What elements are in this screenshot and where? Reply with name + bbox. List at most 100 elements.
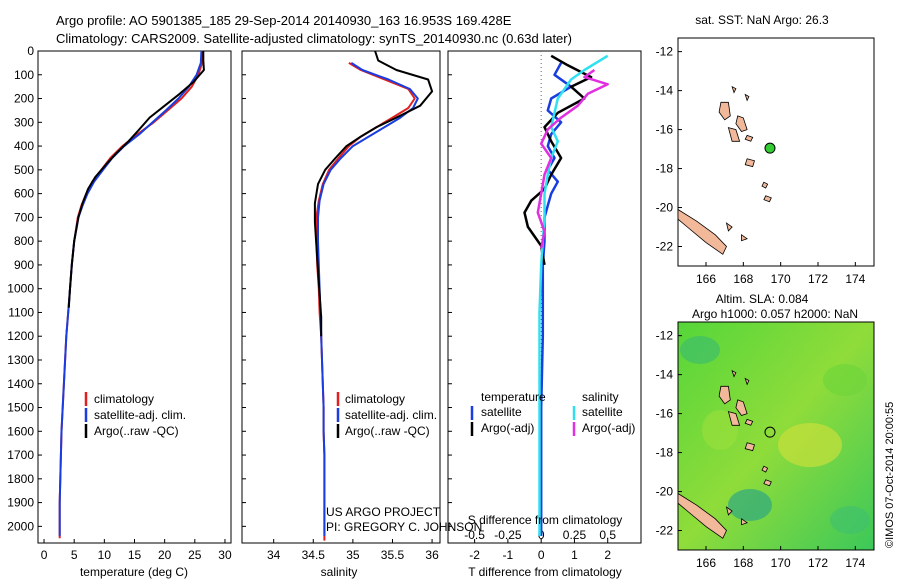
series-line-argo-adj- xyxy=(523,54,593,266)
legend-label-s-satellite: satellite xyxy=(582,405,623,419)
s-difference-axis-label: S difference from climatology xyxy=(468,513,623,527)
island xyxy=(735,399,748,416)
island xyxy=(725,506,733,516)
lon-tick-label: 166 xyxy=(696,272,716,286)
difference-legend: temperature salinity satellite Argo(-adj… xyxy=(470,390,635,436)
x-tick-label: 2 xyxy=(604,548,611,562)
temperature-axes-frame xyxy=(37,50,232,544)
depth-tick-label: 1000 xyxy=(7,282,34,296)
temperature-profile-panel: 0100200300400500600700800900100011001200… xyxy=(7,44,452,579)
lon-tick-label: 170 xyxy=(771,272,791,286)
chart-title-line1: Argo profile: AO 5901385_185 29-Sep-2014… xyxy=(56,13,512,28)
salinity-axis-ticks: 34 34.5 35 35.5 36 xyxy=(267,539,439,562)
legend-label-climatology: climatology xyxy=(94,392,154,406)
lat-tick-label: -22 xyxy=(656,524,674,538)
island xyxy=(741,234,748,242)
island xyxy=(718,101,731,121)
lat-tick-label: -18 xyxy=(656,446,674,460)
series-line-argo-raw-qc- xyxy=(67,51,205,308)
lon-tick-label: 172 xyxy=(808,272,828,286)
series-line-satellite-adj-clim- xyxy=(317,62,419,536)
depth-tick-label: 600 xyxy=(14,187,34,201)
x-tick-label: 0 xyxy=(538,548,545,562)
depth-tick-label: 1700 xyxy=(7,448,34,462)
salinity-profile-panel: 34 34.5 35 35.5 36 salinity climatology sate… xyxy=(241,50,482,579)
island xyxy=(677,208,727,255)
credit-project: US ARGO PROJECT xyxy=(326,505,441,519)
island xyxy=(744,418,754,426)
t-difference-axis-ticks: -2 -1 0 1 2 xyxy=(469,539,611,562)
sst-map-panel: sat. SST: NaN Argo: 26.3 166 168 170 172 174… xyxy=(656,13,875,286)
depth-tick-label: 100 xyxy=(14,68,34,82)
legend-label-argo: Argo(..raw -QC) xyxy=(94,424,179,438)
lat-tick-label: -12 xyxy=(656,329,674,343)
depth-tick-label: 500 xyxy=(14,163,34,177)
x-tick-label: 25 xyxy=(188,548,202,562)
sst-map-frame xyxy=(677,37,875,267)
sla-map-latitude-ticks: -12 -14 -16 -18 -20 -22 xyxy=(656,329,682,538)
salinity-legend: climatology satellite-adj. clim. Argo(..… xyxy=(336,392,437,438)
imos-timestamp: ©IMOS 07-Oct-2014 20:00:55 xyxy=(884,402,896,548)
series-line-argo-adj- xyxy=(536,68,609,249)
island xyxy=(731,369,737,378)
legend-label-s-argo: Argo(-adj) xyxy=(582,421,635,435)
x-tick-label: 35 xyxy=(346,548,360,562)
x-tick-label: 34.5 xyxy=(302,548,326,562)
sst-map-latitude-ticks: -12 -14 -16 -18 -20 -22 xyxy=(656,45,682,254)
lat-tick-label: -14 xyxy=(656,368,674,382)
x-tick-label: 36 xyxy=(425,548,439,562)
depth-tick-label: 1200 xyxy=(7,329,34,343)
island xyxy=(761,465,769,473)
depth-tick-label: 800 xyxy=(14,234,34,248)
sla-patch xyxy=(823,364,867,396)
difference-lines xyxy=(523,54,609,536)
depth-tick-label: 200 xyxy=(14,92,34,106)
temperature-legend: climatology satellite-adj. clim. Argo(..… xyxy=(84,392,186,438)
difference-axes-frame xyxy=(447,50,642,544)
argo-float-point xyxy=(764,142,776,154)
sla-map-subtitle: Argo h1000: 0.057 h2000: NaN xyxy=(692,307,858,321)
x-tick-label-top: -0.25 xyxy=(494,528,522,542)
series-line-satellite xyxy=(539,62,573,536)
x-tick-label-top: 0.5 xyxy=(599,528,616,542)
lat-tick-label: -20 xyxy=(656,485,674,499)
argo-float-point xyxy=(764,426,776,438)
lon-tick-label: 170 xyxy=(771,556,791,570)
depth-tick-label: 2000 xyxy=(7,519,34,533)
sst-map-longitude-ticks: 166 168 170 172 174 xyxy=(696,262,866,286)
x-tick-label: 30 xyxy=(218,548,232,562)
sst-map-title: sat. SST: NaN Argo: 26.3 xyxy=(695,13,829,27)
depth-tick-label: 1900 xyxy=(7,496,34,510)
x-tick-label: 0 xyxy=(41,548,48,562)
salinity-axes-frame xyxy=(241,50,441,544)
difference-profile-panel: -2 -1 0 1 2 -0.5 -0.25 0 0.25 0.5 T difference f… xyxy=(447,50,642,579)
series-line-argo-raw-qc- xyxy=(313,50,434,337)
lon-tick-label: 168 xyxy=(733,272,753,286)
credit-pi: PI: GREGORY C. JOHNSON xyxy=(326,520,482,534)
depth-axis-ticks: 0 100 200 300 400 500 600 700 800 900 1000 1100 1200… xyxy=(7,44,452,533)
x-tick-label: 34 xyxy=(267,548,281,562)
lat-tick-label: -14 xyxy=(656,84,674,98)
island xyxy=(731,85,737,94)
legend-label-climatology: climatology xyxy=(345,392,405,406)
argo-float-location-marker xyxy=(764,426,776,438)
x-tick-label: 5 xyxy=(71,548,78,562)
island xyxy=(735,115,748,132)
x-tick-label: -1 xyxy=(503,548,514,562)
depth-tick-label: 300 xyxy=(14,115,34,129)
sla-patch xyxy=(830,506,870,534)
sst-map-islands xyxy=(677,85,772,255)
sla-field-patches xyxy=(680,336,870,534)
depth-tick-label: 400 xyxy=(14,139,34,153)
island xyxy=(744,134,754,142)
x-tick-label: -2 xyxy=(469,548,480,562)
depth-tick-label: 1100 xyxy=(8,305,34,319)
temperature-lines xyxy=(58,50,205,539)
island xyxy=(741,518,748,526)
island xyxy=(744,442,756,452)
island xyxy=(677,492,727,539)
legend-label-argo: Argo(..raw -QC) xyxy=(345,424,430,438)
x-tick-label: 1 xyxy=(571,548,578,562)
depth-tick-label: 1500 xyxy=(7,401,34,415)
chart-title-line2: Climatology: CARS2009. Satellite-adjuste… xyxy=(56,31,572,46)
